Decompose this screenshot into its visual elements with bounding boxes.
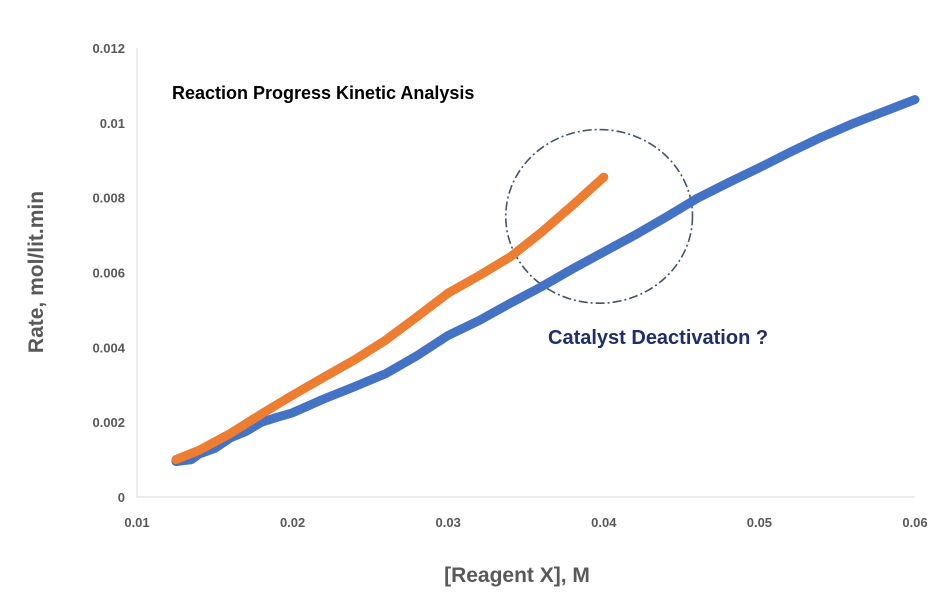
y-axis-title: Rate, mol/lit.min [25, 191, 48, 353]
x-tick-label: 0.02 [280, 515, 305, 530]
x-tick-label: 0.04 [591, 515, 617, 530]
x-tick-label: 0.01 [124, 515, 149, 530]
series-line-2 [171, 172, 609, 465]
x-tick-label: 0.05 [747, 515, 772, 530]
y-tick-label: 0.008 [92, 191, 125, 206]
y-tick-labels: 0 0.002 0.004 0.006 0.008 0.01 0.012 [92, 41, 125, 505]
y-tick-label: 0.012 [92, 41, 125, 56]
y-tick-label: 0 [118, 490, 125, 505]
x-axis-title: [Reagent X], M [444, 564, 590, 587]
catalyst-deactivation-annotation: Catalyst Deactivation ? [548, 327, 768, 349]
series-lines [171, 95, 920, 466]
x-tick-label: 0.03 [436, 515, 461, 530]
series-line-1 [171, 95, 920, 466]
y-tick-label: 0.002 [92, 415, 125, 430]
x-tick-label: 0.06 [902, 515, 927, 530]
y-tick-label: 0.004 [92, 340, 125, 355]
y-tick-label: 0.01 [100, 116, 125, 131]
y-tick-label: 0.006 [92, 266, 125, 281]
x-tick-labels: 0.01 0.02 0.03 0.04 0.05 0.06 [124, 515, 927, 530]
chart-title: Reaction Progress Kinetic Analysis [172, 83, 474, 103]
catalyst-deactivation-circle [504, 128, 694, 304]
